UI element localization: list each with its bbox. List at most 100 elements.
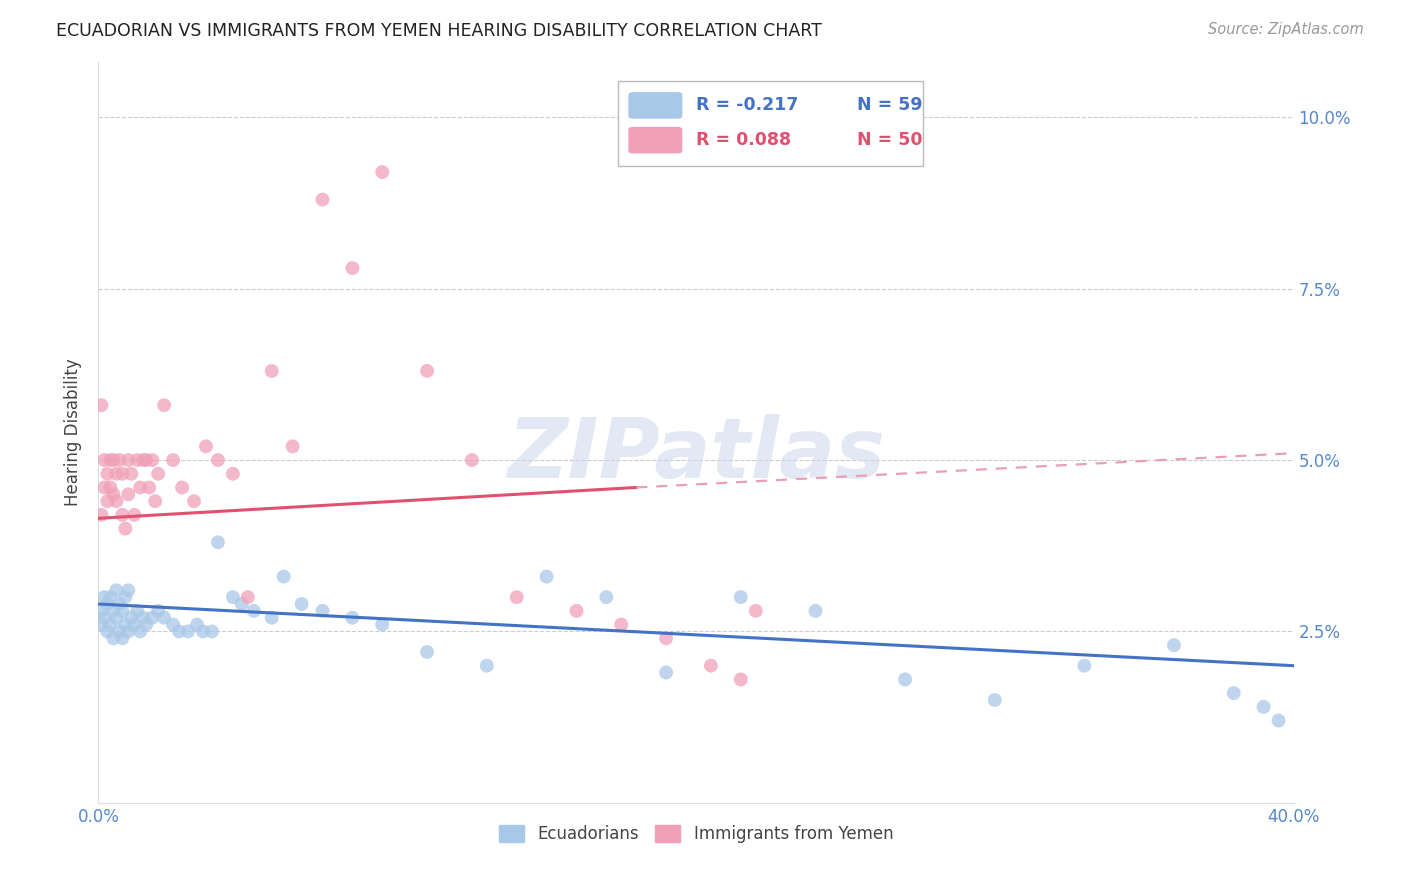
- Point: [342, 261, 364, 276]
- Point: [311, 604, 333, 618]
- Point: [148, 604, 170, 618]
- Point: [117, 487, 139, 501]
- Point: [135, 453, 157, 467]
- Point: [186, 617, 208, 632]
- Point: [124, 508, 146, 522]
- Point: [111, 604, 134, 618]
- Point: [177, 624, 200, 639]
- Point: [894, 673, 917, 687]
- Point: [103, 453, 125, 467]
- Point: [291, 597, 314, 611]
- Point: [984, 693, 1007, 707]
- Point: [655, 665, 678, 680]
- Point: [1253, 699, 1275, 714]
- Text: ECUADORIAN VS IMMIGRANTS FROM YEMEN HEARING DISABILITY CORRELATION CHART: ECUADORIAN VS IMMIGRANTS FROM YEMEN HEAR…: [56, 22, 823, 40]
- Point: [153, 610, 176, 624]
- Point: [105, 583, 128, 598]
- Point: [103, 632, 125, 646]
- Point: [96, 597, 118, 611]
- Point: [90, 398, 112, 412]
- Point: [124, 617, 146, 632]
- Point: [167, 624, 190, 639]
- Point: [114, 522, 136, 536]
- Point: [281, 439, 304, 453]
- Point: [98, 480, 122, 494]
- Point: [610, 617, 633, 632]
- Point: [243, 604, 266, 618]
- Point: [93, 590, 115, 604]
- Point: [105, 467, 128, 481]
- Point: [595, 590, 617, 604]
- Point: [416, 364, 439, 378]
- Point: [461, 453, 484, 467]
- Point: [162, 453, 184, 467]
- Text: N = 50: N = 50: [858, 131, 922, 149]
- Point: [700, 658, 723, 673]
- Point: [416, 645, 439, 659]
- Point: [148, 467, 170, 481]
- Point: [96, 624, 118, 639]
- Point: [98, 453, 122, 467]
- Point: [311, 193, 333, 207]
- Point: [108, 597, 131, 611]
- Point: [236, 590, 259, 604]
- Point: [1163, 638, 1185, 652]
- FancyBboxPatch shape: [628, 93, 682, 118]
- Point: [93, 453, 115, 467]
- Point: [273, 569, 295, 583]
- Point: [135, 617, 157, 632]
- Text: ZIPatlas: ZIPatlas: [508, 414, 884, 495]
- Point: [98, 617, 122, 632]
- FancyBboxPatch shape: [619, 81, 922, 166]
- Point: [1223, 686, 1246, 700]
- Point: [260, 364, 283, 378]
- Point: [103, 604, 125, 618]
- Point: [93, 610, 115, 624]
- Point: [132, 610, 155, 624]
- Text: N = 59: N = 59: [858, 96, 922, 114]
- Point: [127, 604, 149, 618]
- Point: [98, 590, 122, 604]
- Point: [111, 467, 134, 481]
- Point: [153, 398, 176, 412]
- Point: [475, 658, 498, 673]
- Point: [90, 604, 112, 618]
- Point: [1073, 658, 1095, 673]
- Point: [120, 610, 142, 624]
- Point: [132, 453, 155, 467]
- Point: [117, 453, 139, 467]
- Point: [129, 624, 152, 639]
- Point: [143, 494, 166, 508]
- Point: [103, 487, 125, 501]
- Y-axis label: Hearing Disability: Hearing Disability: [65, 359, 83, 507]
- Point: [114, 617, 136, 632]
- Point: [172, 480, 194, 494]
- Point: [201, 624, 224, 639]
- Text: R = -0.217: R = -0.217: [696, 96, 799, 114]
- Point: [565, 604, 588, 618]
- Point: [108, 453, 131, 467]
- Point: [804, 604, 827, 618]
- Point: [117, 583, 139, 598]
- Point: [93, 480, 115, 494]
- Point: [108, 624, 131, 639]
- Legend: Ecuadorians, Immigrants from Yemen: Ecuadorians, Immigrants from Yemen: [492, 819, 900, 850]
- Point: [114, 590, 136, 604]
- Text: R = 0.088: R = 0.088: [696, 131, 792, 149]
- Point: [183, 494, 205, 508]
- Point: [260, 610, 283, 624]
- Point: [342, 610, 364, 624]
- Point: [506, 590, 529, 604]
- Point: [90, 617, 112, 632]
- Point: [730, 673, 752, 687]
- Point: [96, 494, 118, 508]
- Point: [141, 610, 163, 624]
- Point: [730, 590, 752, 604]
- Point: [111, 508, 134, 522]
- Point: [105, 494, 128, 508]
- Point: [90, 508, 112, 522]
- Text: Source: ZipAtlas.com: Source: ZipAtlas.com: [1208, 22, 1364, 37]
- Point: [162, 617, 184, 632]
- Point: [127, 453, 149, 467]
- Point: [371, 617, 394, 632]
